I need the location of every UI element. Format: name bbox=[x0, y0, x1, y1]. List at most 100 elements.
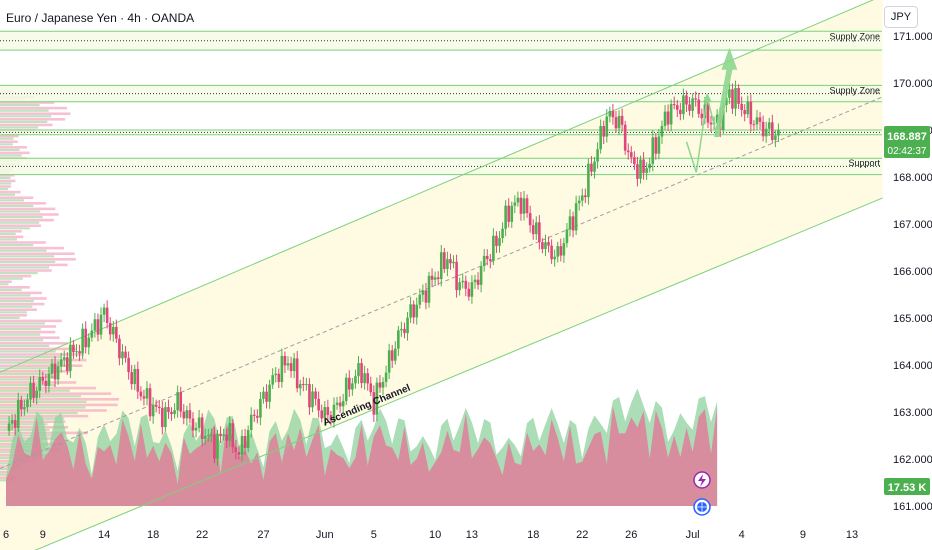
candle-body bbox=[115, 326, 118, 339]
candle-body bbox=[767, 122, 771, 129]
y-tick-label: 161.000 bbox=[893, 501, 932, 513]
candle-body bbox=[455, 261, 458, 291]
x-tick-label: 13 bbox=[466, 529, 478, 541]
volume-area bbox=[6, 388, 718, 506]
profile-bar bbox=[0, 384, 56, 387]
candle-body bbox=[682, 95, 685, 115]
profile-bar bbox=[0, 269, 52, 272]
candle-body bbox=[38, 377, 42, 391]
candle-body bbox=[317, 398, 320, 411]
profile-bar bbox=[0, 386, 96, 390]
zone-label: Supply Zone bbox=[829, 85, 880, 95]
candle-body bbox=[630, 152, 633, 158]
candle-body bbox=[443, 252, 446, 269]
candle-body bbox=[35, 390, 38, 398]
candle-body bbox=[605, 116, 609, 137]
candle-body bbox=[170, 411, 173, 414]
profile-bar bbox=[0, 244, 34, 247]
profile-bar bbox=[0, 106, 67, 110]
candle-body bbox=[59, 359, 63, 367]
profile-bar bbox=[0, 235, 24, 239]
profile-bar bbox=[0, 120, 48, 123]
candle-body bbox=[522, 198, 526, 214]
profile-bar bbox=[0, 266, 50, 269]
x-tick-label: 10 bbox=[429, 529, 441, 541]
candle-body bbox=[13, 420, 17, 429]
profile-bar bbox=[0, 350, 56, 353]
profile-bar bbox=[0, 392, 112, 395]
profile-bar bbox=[0, 221, 40, 224]
candle-body bbox=[660, 125, 664, 137]
ascending-channel bbox=[0, 0, 883, 550]
candle-body bbox=[409, 304, 412, 318]
candle-body bbox=[749, 101, 753, 125]
forecast-path bbox=[685, 96, 718, 173]
candle-body bbox=[305, 384, 308, 386]
profile-bar bbox=[0, 297, 47, 300]
globe-icon[interactable] bbox=[693, 498, 711, 516]
profile-bar bbox=[0, 333, 41, 336]
candle-body bbox=[216, 433, 219, 459]
profile-bar bbox=[0, 330, 56, 334]
candle-body bbox=[387, 350, 391, 373]
profile-bar bbox=[0, 185, 12, 188]
candle-body bbox=[124, 351, 127, 358]
candle-body bbox=[663, 111, 667, 126]
profile-bar bbox=[0, 134, 19, 138]
profile-bar bbox=[0, 328, 41, 331]
profile-bar bbox=[0, 412, 78, 415]
candle-body bbox=[351, 383, 354, 390]
profile-bar bbox=[0, 302, 45, 306]
candle-body bbox=[651, 137, 655, 164]
profile-bar bbox=[0, 283, 9, 286]
x-tick-label: 9 bbox=[800, 529, 806, 541]
candle-body bbox=[329, 414, 333, 421]
candle-body bbox=[510, 205, 514, 222]
candle-body bbox=[461, 280, 465, 283]
profile-bar bbox=[0, 316, 20, 319]
profile-bar bbox=[0, 252, 75, 255]
candle-body bbox=[657, 136, 661, 154]
profile-bar bbox=[0, 224, 41, 227]
candle-body bbox=[378, 382, 382, 388]
candle-body bbox=[75, 351, 78, 353]
candle-body bbox=[694, 98, 697, 100]
profile-bar bbox=[0, 258, 76, 261]
candle-body bbox=[384, 372, 388, 382]
candle-body bbox=[197, 417, 201, 428]
candle-body bbox=[479, 266, 483, 285]
candle-body bbox=[436, 277, 440, 280]
candle-body bbox=[259, 398, 262, 418]
candle-body bbox=[633, 157, 636, 165]
profile-bar bbox=[0, 179, 16, 183]
candle-body bbox=[639, 159, 642, 179]
candle-body bbox=[249, 414, 253, 430]
profile-bar bbox=[0, 361, 63, 364]
x-tick-label: 4 bbox=[739, 529, 745, 541]
candle-body bbox=[308, 384, 311, 408]
candle-body bbox=[341, 401, 345, 407]
candle-body bbox=[774, 135, 777, 140]
candle-body bbox=[492, 235, 495, 261]
candle-body bbox=[66, 357, 69, 371]
lightning-icon[interactable] bbox=[693, 471, 711, 489]
candle-body bbox=[225, 434, 228, 441]
candle-body bbox=[93, 319, 97, 331]
currency-selector[interactable]: JPY bbox=[884, 6, 918, 28]
candle-body bbox=[534, 222, 538, 235]
profile-bar bbox=[0, 112, 71, 115]
candle-body bbox=[332, 404, 336, 421]
candle-body bbox=[415, 304, 419, 318]
candle-body bbox=[495, 235, 498, 246]
candle-body bbox=[406, 317, 409, 334]
candle-body bbox=[507, 205, 510, 222]
forecast-arrowhead bbox=[703, 93, 712, 102]
candle-body bbox=[501, 228, 504, 239]
candle-body bbox=[679, 109, 682, 115]
candle-body bbox=[574, 203, 578, 231]
profile-bar bbox=[0, 216, 43, 219]
candle-body bbox=[433, 277, 437, 280]
candle-body bbox=[219, 433, 222, 437]
candle-body bbox=[262, 391, 265, 399]
candle-body bbox=[636, 164, 639, 179]
